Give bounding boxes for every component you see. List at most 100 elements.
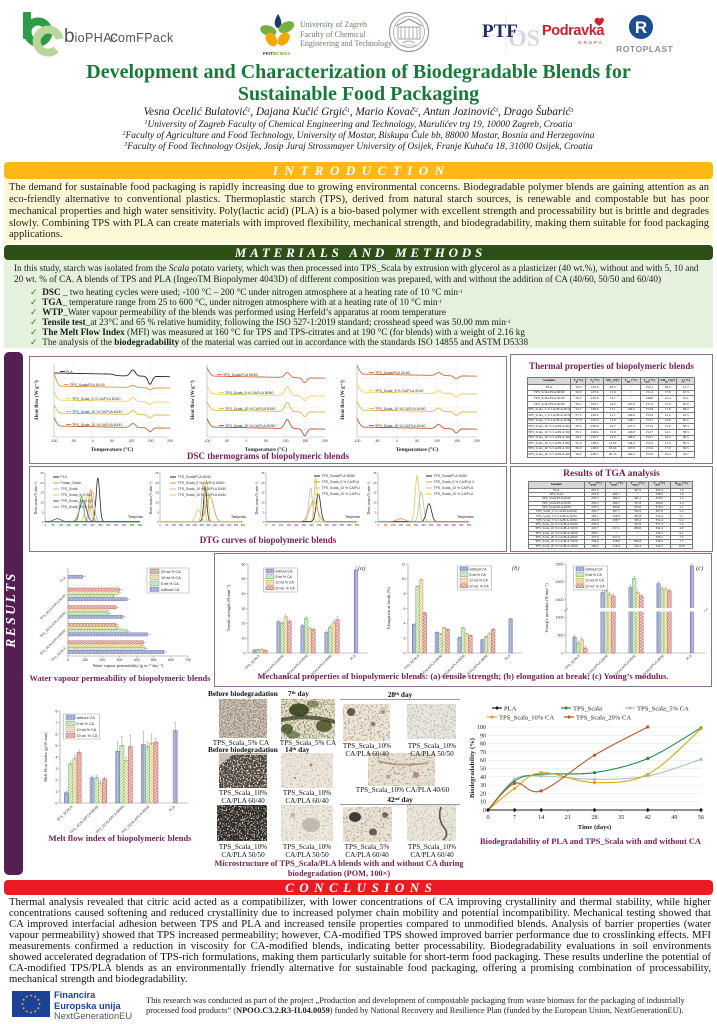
svg-text:TPS_Scala_10 % CA/PLA 60/40: TPS_Scala_10 % CA/PLA 60/40 xyxy=(72,410,122,414)
svg-text:TPS_SCALA: TPS_SCALA xyxy=(50,646,67,663)
svg-text:5: 5 xyxy=(157,510,159,514)
svg-text:7: 7 xyxy=(55,721,57,725)
svg-text:50: 50 xyxy=(384,523,387,527)
svg-text:TPS_SCALA: TPS_SCALA xyxy=(56,804,74,822)
svg-text:25: 25 xyxy=(40,471,44,475)
svg-text:TPS_Scala_20 % CA: TPS_Scala_20 % CA xyxy=(61,505,94,509)
svg-text:350: 350 xyxy=(429,523,434,527)
svg-text:0: 0 xyxy=(396,439,398,443)
svg-text:600: 600 xyxy=(241,523,246,527)
svg-text:5: 5 xyxy=(263,510,265,514)
svg-text:50: 50 xyxy=(165,523,168,527)
svg-text:15: 15 xyxy=(155,491,159,495)
svg-text:-50: -50 xyxy=(224,439,229,443)
svg-text:PLA: PLA xyxy=(66,370,73,374)
svg-text:21: 21 xyxy=(565,814,571,821)
svg-text:0: 0 xyxy=(244,651,246,655)
svg-text:omFPack: omFPack xyxy=(118,31,174,45)
svg-text:-100: -100 xyxy=(354,439,361,443)
svg-text:2: 2 xyxy=(404,637,406,641)
svg-text:80: 80 xyxy=(480,742,486,748)
svg-text:5: 5 xyxy=(42,510,44,514)
svg-text:550: 550 xyxy=(459,523,464,527)
svg-text:PLA: PLA xyxy=(61,475,68,479)
svg-text:Water vapour permeability (g m: Water vapour permeability (g m⁻² day⁻¹) xyxy=(93,663,164,668)
svg-text:50: 50 xyxy=(415,439,419,443)
svg-text:GRUPA: GRUPA xyxy=(578,40,604,45)
svg-text:-50: -50 xyxy=(375,439,380,443)
svg-text:without CA: without CA xyxy=(276,570,294,574)
svg-text:0: 0 xyxy=(245,439,247,443)
svg-text:Melt Flow Index (g/10 min): Melt Flow Index (g/10 min) xyxy=(43,732,48,782)
svg-text:TPS_Scala/PLA 50/50: TPS_Scala/PLA 50/50 xyxy=(322,474,356,478)
svg-text:Young’s modulus (N mm⁻¹): Young’s modulus (N mm⁻¹) xyxy=(544,583,549,633)
svg-text:TPS_Scala_20 % CA/PLA 50/50: TPS_Scala_20 % CA/PLA 50/50 xyxy=(225,424,275,428)
svg-text:TPS_Scala_5% CA: TPS_Scala_5% CA xyxy=(637,705,689,712)
svg-text:20: 20 xyxy=(242,622,246,626)
svg-text:100: 100 xyxy=(172,523,177,527)
svg-text:TPS_Scala_5 % CA/PLA 50/50: TPS_Scala_5 % CA/PLA 50/50 xyxy=(322,480,361,484)
svg-text:Heat flow (W g⁻¹): Heat flow (W g⁻¹) xyxy=(33,380,40,420)
svg-text:50: 50 xyxy=(51,523,54,527)
svg-text:500: 500 xyxy=(227,523,232,527)
svg-text:42: 42 xyxy=(645,814,651,821)
svg-text:(c): (c) xyxy=(696,565,703,572)
svg-text:450: 450 xyxy=(444,523,449,527)
svg-text:10: 10 xyxy=(242,637,246,641)
svg-text:28: 28 xyxy=(591,814,597,821)
svg-text:5 wt.% CA: 5 wt.% CA xyxy=(77,722,95,726)
svg-text:b: b xyxy=(64,26,75,47)
svg-text:TPS_Scala: TPS_Scala xyxy=(573,705,602,712)
svg-text:Biodegradability (%): Biodegradability (%) xyxy=(469,738,476,798)
svg-text:56: 56 xyxy=(698,814,704,821)
svg-text:15: 15 xyxy=(261,491,265,495)
svg-text:550: 550 xyxy=(347,523,352,527)
svg-text:Temperature (°C): Temperature (°C) xyxy=(396,446,439,453)
svg-text:Heat flow (W g⁻¹): Heat flow (W g⁻¹) xyxy=(189,380,196,420)
svg-text:TPS_Scala: TPS_Scala xyxy=(61,487,78,491)
svg-text:TPS_Scala/PLA 50/50: TPS_Scala/PLA 50/50 xyxy=(223,373,258,377)
svg-text:TPS_Scala_20 % CA/PLA 40:60: TPS_Scala_20 % CA/PLA 40:60 xyxy=(375,424,425,428)
svg-text:OS: OS xyxy=(508,26,540,52)
svg-text:Time (days): Time (days) xyxy=(578,824,611,831)
svg-text:40: 40 xyxy=(242,592,246,596)
svg-text:20: 20 xyxy=(40,481,44,485)
svg-text:0: 0 xyxy=(159,523,161,527)
svg-text:TPS_SCALA/PLA 60/40: TPS_SCALA/PLA 60/40 xyxy=(69,805,99,835)
svg-text:25: 25 xyxy=(155,471,159,475)
svg-text:4: 4 xyxy=(404,622,406,626)
svg-text:600: 600 xyxy=(168,658,174,662)
svg-text:300: 300 xyxy=(116,658,122,662)
svg-text:70: 70 xyxy=(480,750,486,756)
svg-text:-100: -100 xyxy=(204,439,211,443)
svg-text:Temperature (°C): Temperature (°C) xyxy=(345,515,360,519)
svg-text:Potato_Scala: Potato_Scala xyxy=(61,481,81,485)
svg-text:20 wt. % CA: 20 wt. % CA xyxy=(276,586,296,590)
svg-text:TPS_Scala_20% CA: TPS_Scala_20% CA xyxy=(576,714,631,721)
svg-text:TPS_Scala_5 % CA: TPS_Scala_5 % CA xyxy=(61,493,92,497)
svg-text:0: 0 xyxy=(375,520,377,524)
svg-text:100: 100 xyxy=(434,439,440,443)
svg-text:500: 500 xyxy=(558,634,564,638)
svg-text:10 wt.% CA: 10 wt.% CA xyxy=(77,728,97,732)
svg-text:350: 350 xyxy=(206,523,211,527)
svg-text:ROTOPLAST: ROTOPLAST xyxy=(616,44,674,54)
svg-text:TPS_Scala_20 % CA/PLA 40/60: TPS_Scala_20 % CA/PLA 40/60 xyxy=(434,492,475,496)
svg-text:90: 90 xyxy=(480,733,486,739)
svg-text:PLA: PLA xyxy=(504,705,517,712)
svg-text:100: 100 xyxy=(82,658,88,662)
svg-text:20 wt. % CA: 20 wt. % CA xyxy=(586,584,606,588)
svg-text:20 wt. % CA: 20 wt. % CA xyxy=(470,584,490,588)
svg-text:200: 200 xyxy=(75,523,80,527)
svg-text:1500: 1500 xyxy=(556,598,564,602)
svg-text:12: 12 xyxy=(402,562,406,566)
svg-text:150: 150 xyxy=(287,523,292,527)
svg-text:200: 200 xyxy=(406,523,411,527)
svg-text:20: 20 xyxy=(155,481,159,485)
svg-text:TPS_Scala_20 % CA/PLA 60/40: TPS_Scala_20 % CA/PLA 60/40 xyxy=(72,423,122,427)
svg-text:PLA: PLA xyxy=(685,653,693,661)
svg-text:20 wt.% CA: 20 wt.% CA xyxy=(161,570,181,574)
svg-text:50: 50 xyxy=(110,439,114,443)
svg-text:10: 10 xyxy=(261,501,265,505)
svg-text:10: 10 xyxy=(373,501,377,505)
